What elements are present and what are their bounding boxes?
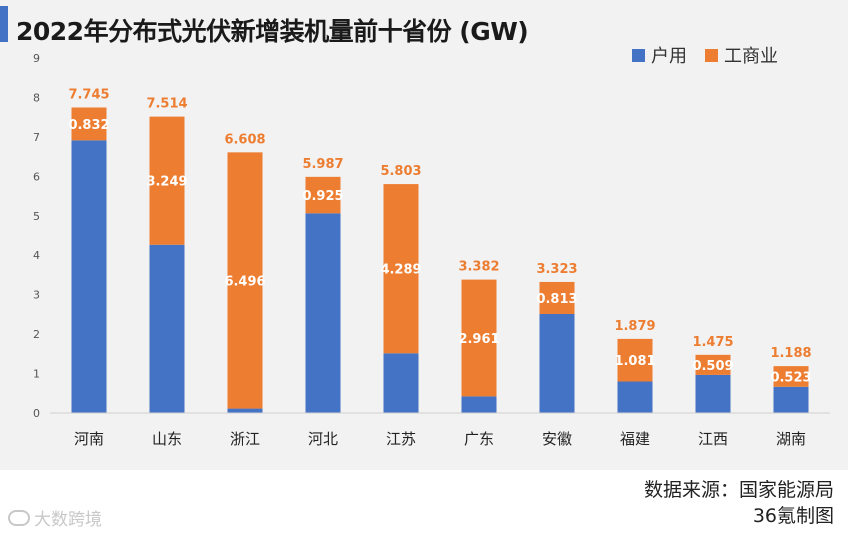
y-tick-label: 1	[33, 368, 40, 381]
y-tick-label: 5	[33, 210, 40, 223]
legend-label-household: 户用	[651, 46, 687, 67]
y-tick-label: 2	[33, 328, 40, 341]
y-axis: 0 1 2 3 4 5 6 7 8 9	[33, 52, 40, 420]
bar-commercial	[617, 338, 653, 382]
segment-label-commercial: 6.496	[224, 274, 265, 289]
source-line: 数据来源：国家能源局	[643, 479, 834, 501]
bar-commercial	[461, 279, 497, 397]
x-tick-label: 江西	[698, 430, 728, 448]
x-tick-label: 河南	[74, 430, 104, 448]
bar-commercial	[773, 366, 809, 387]
segment-label-commercial: 0.925	[302, 189, 343, 204]
bar-commercial	[383, 184, 419, 354]
legend-label-commercial: 工商业	[724, 46, 778, 67]
y-tick-label: 7	[33, 131, 40, 144]
title-accent-bar	[0, 6, 8, 42]
legend-swatch-household	[632, 48, 645, 62]
total-label: 3.323	[536, 262, 577, 277]
x-axis: 河南 山东 浙江 河北 江苏 广东 安徽 福建 江西 湖南	[50, 412, 830, 448]
y-tick-label: 9	[33, 52, 40, 65]
total-label: 1.879	[614, 319, 655, 334]
bar-chart-plot: 0 1 2 3 4 5 6 7 8 9 0.832 7.745 3.249 7.514 6.496 6.60…	[33, 52, 830, 448]
segment-label-commercial: 1.081	[614, 354, 655, 369]
bar-commercial	[71, 107, 107, 141]
segment-label-commercial: 0.832	[68, 118, 109, 133]
bar-household	[695, 374, 731, 413]
x-tick-label: 广东	[464, 430, 494, 448]
total-label: 7.745	[68, 88, 109, 103]
legend-item-household: 户用	[632, 42, 687, 68]
bar-household	[227, 408, 263, 413]
bar-commercial	[227, 152, 263, 409]
x-tick-label: 河北	[308, 430, 338, 448]
y-tick-label: 0	[33, 407, 40, 420]
bar-household	[617, 381, 653, 413]
segment-label-commercial: 0.813	[536, 292, 577, 307]
x-tick-label: 安徽	[542, 430, 572, 448]
bar-commercial	[149, 116, 185, 245]
segment-label-commercial: 2.961	[458, 332, 499, 347]
legend-item-commercial: 工商业	[705, 42, 778, 68]
bar-household	[305, 213, 341, 413]
bar-household	[383, 353, 419, 413]
watermark-text: 大数跨境	[34, 510, 102, 530]
segment-label-commercial: 3.249	[146, 175, 187, 190]
total-label: 6.608	[224, 132, 265, 147]
x-tick-label: 湖南	[776, 430, 806, 448]
bar-commercial	[695, 354, 731, 375]
source-note: 数据来源：国家能源局 36氪制图	[644, 477, 834, 529]
y-tick-label: 8	[33, 91, 40, 104]
bars: 0.832 7.745 3.249 7.514 6.496 6.608 0.925 5.987…	[68, 88, 812, 413]
segment-label-commercial: 0.523	[770, 370, 811, 385]
legend: 户用 工商业	[632, 42, 778, 68]
x-tick-label: 山东	[152, 430, 182, 448]
segment-label-commercial: 4.289	[380, 263, 421, 278]
bar-household	[71, 140, 107, 413]
total-label: 3.382	[458, 260, 499, 275]
x-tick-label: 福建	[620, 430, 650, 448]
y-tick-label: 4	[33, 249, 40, 262]
chart-title: 2022年分布式光伏新增装机量前十省份 (GW)	[16, 17, 529, 46]
bar-household	[539, 313, 575, 413]
bar-household	[773, 386, 809, 413]
x-tick-label: 江苏	[386, 430, 416, 448]
watermark-logo-icon	[8, 509, 30, 526]
y-tick-label: 6	[33, 170, 40, 183]
segment-label-commercial: 0.509	[692, 359, 733, 374]
total-label: 7.514	[146, 97, 187, 112]
bar-household	[149, 244, 185, 413]
total-label: 5.803	[380, 164, 421, 179]
legend-swatch-commercial	[705, 48, 718, 62]
bar-commercial	[305, 176, 341, 214]
x-tick-label: 浙江	[230, 430, 260, 448]
bar-commercial	[539, 281, 575, 314]
bar-household	[461, 396, 497, 413]
total-label: 1.475	[692, 335, 733, 350]
total-label: 1.188	[770, 346, 811, 361]
y-tick-label: 3	[33, 289, 40, 302]
watermark: 大数跨境	[8, 505, 102, 530]
credit-line: 36氪制图	[752, 505, 834, 527]
total-label: 5.987	[302, 157, 343, 172]
